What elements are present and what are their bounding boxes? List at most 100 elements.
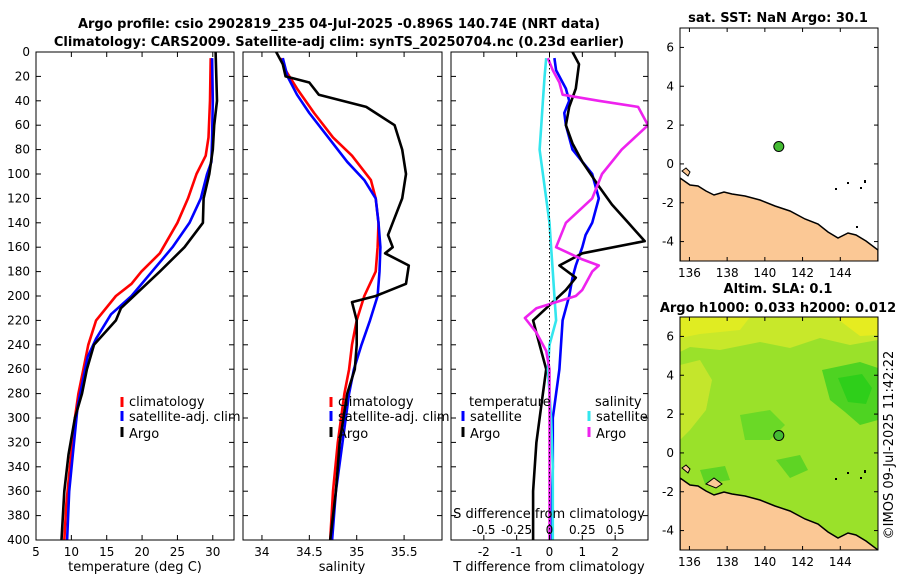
map-x-tick-label: 140: [753, 266, 776, 280]
series-line-salinity-satellite: [538, 57, 558, 540]
map-y-tick-label: 4: [666, 79, 674, 93]
temperature-lines: [60, 52, 219, 540]
y-tick-label: 240: [7, 338, 30, 352]
map-y-tick-label: -4: [662, 235, 674, 249]
x-tick-label: 20: [134, 545, 149, 559]
x-tick-label: -2: [478, 545, 490, 559]
s-diff-tick-label: 0: [546, 523, 554, 537]
sla-map-subtitle: Argo h1000: 0.033 h2000: 0.012: [660, 301, 896, 316]
map-x-tick-label: 144: [829, 266, 852, 280]
sst-map-ticks: 136 138 140 142 144 6 4 2 0 -2 -4: [662, 28, 878, 280]
sla-map-axes-box: [679, 316, 879, 551]
y-tick-label: 380: [7, 509, 30, 523]
series-line-satellite-adj-clim: [65, 58, 215, 540]
sla-field-low: [740, 410, 785, 440]
figure-title-line1: Argo profile: csio 2902819_235 04-Jul-20…: [78, 17, 600, 32]
s-diff-tick-label: 0.5: [606, 523, 625, 537]
legend-salinity-title: salinity: [595, 395, 642, 410]
series-line-argo: [60, 52, 219, 540]
sst-map-axes-box: [679, 27, 879, 262]
y-tick-label: 100: [7, 167, 30, 181]
s-diff-tick-label: -0.5: [472, 523, 495, 537]
x-tick-label: 34.5: [296, 545, 323, 559]
legend-satellite-label: satellite-adj. clim: [338, 410, 450, 425]
sla-field-low: [776, 455, 808, 478]
y-tick-label: 260: [7, 362, 30, 376]
sst-map-land: [680, 167, 878, 261]
land-island: [681, 464, 691, 474]
map-y-tick-label: -4: [662, 524, 674, 538]
series-line-argo: [275, 52, 411, 540]
argo-float-marker: [773, 430, 785, 442]
argo-float-marker: [773, 141, 785, 153]
map-island-dot: [847, 472, 849, 474]
map-island-dot: [835, 478, 837, 480]
land-island: [681, 167, 691, 177]
difference-legend: temperature satellite Argo salinity sate…: [461, 395, 648, 442]
sla-map-panel: Altim. SLA: 0.1 Argo h1000: 0.033 h2000:…: [660, 282, 896, 569]
y-tick-label: 200: [7, 289, 30, 303]
x-tick-label: 34: [254, 545, 269, 559]
legend-argo-label: Argo: [129, 427, 159, 442]
sst-map-panel: sat. SST: NaN Argo: 30.1 136 138 140 142 144…: [662, 11, 879, 280]
y-tick-label: 360: [7, 484, 30, 498]
y-tick-label: 160: [7, 240, 30, 254]
series-line-temperature-argo: [531, 52, 647, 540]
map-y-tick-label: 2: [666, 118, 674, 132]
salinity-ticks: 34 34.5 35 35.5: [243, 51, 442, 559]
map-y-tick-label: 6: [666, 329, 674, 343]
sla-map-dots: [835, 470, 866, 480]
temperature-panel: 5 10 15 20 25 3002040608010012014016018020022…: [7, 45, 241, 575]
map-y-tick-label: 0: [666, 157, 674, 171]
sla-field-highest: [835, 317, 878, 336]
map-x-tick-label: 144: [829, 555, 852, 569]
map-island-dot: [860, 477, 862, 479]
map-x-tick-label: 142: [791, 266, 814, 280]
y-tick-label: 280: [7, 387, 30, 401]
x-tick-label: 10: [64, 545, 79, 559]
series-line-satellite-adj-clim: [281, 57, 382, 540]
x-tick-label: 15: [99, 545, 114, 559]
y-tick-label: 300: [7, 411, 30, 425]
x-tick-label: 2: [611, 545, 619, 559]
map-x-tick-label: 136: [678, 555, 701, 569]
copyright-text: ©IMOS 09-Jul-2025 11:42:22: [882, 351, 897, 540]
y-tick-label: 60: [15, 118, 30, 132]
legend-climatology-label: climatology: [129, 395, 205, 410]
x-tick-label: 35: [349, 545, 364, 559]
map-island-dot: [860, 187, 862, 189]
difference-lines: [523, 52, 648, 540]
legend-temperature-title: temperature: [469, 395, 551, 410]
y-tick-label: 20: [15, 69, 30, 83]
x-tick-label: -1: [511, 545, 523, 559]
y-tick-label: 320: [7, 435, 30, 449]
map-island-dot: [864, 470, 866, 473]
map-y-tick-label: 4: [666, 368, 674, 382]
salinity-lines: [275, 52, 411, 540]
x-tick-label: 5: [32, 545, 40, 559]
map-island-dot: [856, 226, 858, 228]
y-tick-label: 400: [7, 533, 30, 547]
salinity-axes-box: [242, 51, 443, 541]
sla-field-high: [680, 360, 712, 440]
map-x-tick-label: 138: [716, 266, 739, 280]
legend-satellite-label: satellite-adj. clim: [129, 410, 241, 425]
y-tick-label: 120: [7, 191, 30, 205]
y-tick-label: 140: [7, 216, 30, 230]
difference-ticks: -2 -1 0 1 2: [451, 51, 648, 559]
sla-field-lowest: [838, 374, 872, 404]
difference-panel: -2 -1 0 1 2 T difference from climatology S …: [450, 51, 649, 575]
series-line-climatology: [279, 57, 380, 540]
map-y-tick-label: -2: [662, 196, 674, 210]
y-tick-label: 40: [15, 94, 30, 108]
y-tick-label: 180: [7, 265, 30, 279]
map-island-dot: [847, 182, 849, 184]
s-diff-tick-label: -0.25: [501, 523, 532, 537]
sla-map-ticks: 136 138 140 142 144 6 4 2 0 -2 -4: [662, 317, 878, 569]
sst-map-dots: [835, 180, 866, 228]
y-tick-label: 220: [7, 313, 30, 327]
legend-argo-label: Argo: [338, 427, 368, 442]
series-line-salinity-argo: [523, 57, 648, 540]
land-new-guinea: [680, 177, 878, 261]
sla-map-title: Altim. SLA: 0.1: [724, 282, 833, 297]
